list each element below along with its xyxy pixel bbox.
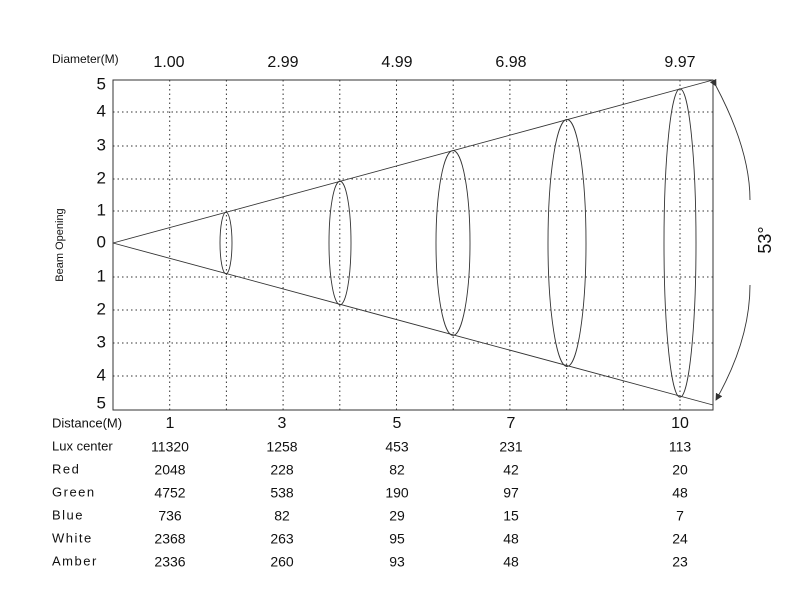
beam-section [663,88,697,398]
y-tick-label: 0 [97,232,106,251]
row-value: 82 [389,462,405,478]
row-label: Red [52,461,80,476]
diameter-value: 1.00 [153,54,184,71]
y-tick-label: 3 [97,332,106,351]
cone-edge [112,242,714,406]
row-value: 95 [389,531,405,547]
distance-value: 10 [671,415,689,432]
row-value: 48 [503,554,519,570]
row-value: 97 [503,485,519,501]
distance-value: 5 [393,415,402,432]
row-value: 24 [672,531,688,547]
beam-section [328,180,352,306]
row-value: 113 [669,439,692,455]
plot-frame [112,79,714,411]
y-tick-label: 2 [97,168,106,187]
y-tick-label: 4 [97,101,106,120]
row-value: 48 [672,485,688,501]
y-tick-label: 1 [97,200,106,219]
distance-label: Distance(M) [52,415,122,430]
diameter-label: Diameter(M) [52,52,119,66]
y-axis-label: Beam Opening [54,208,66,281]
diameter-value: 2.99 [267,54,298,71]
y-tick-label: 5 [97,74,106,93]
beam-section [219,211,233,275]
row-value: 48 [503,531,519,547]
row-value: 2368 [154,531,185,547]
y-tick-label: 1 [97,266,106,285]
beam-section [435,150,471,336]
row-value: 228 [270,462,294,478]
y-tick-label: 4 [97,365,106,384]
row-value: 538 [270,485,294,501]
row-value: 11320 [151,439,189,455]
row-label: Green [52,484,96,499]
beam-angle: 53° [755,226,775,253]
row-value: 42 [503,462,519,478]
row-value: 2336 [154,554,185,570]
row-label: Lux center [52,438,113,453]
y-tick-label: 2 [97,299,106,318]
row-value: 93 [389,554,405,570]
row-label: Amber [52,553,98,568]
row-label: Blue [52,507,84,522]
row-value: 260 [270,554,294,570]
distance-value: 3 [278,415,287,432]
distance-value: 7 [507,415,516,432]
row-label: White [52,530,93,545]
row-value: 4752 [154,485,185,501]
row-value: 7 [676,508,684,524]
row-value: 736 [158,508,182,524]
y-tick-label: 5 [97,393,106,412]
row-value: 263 [270,531,294,547]
beam-section [547,119,587,367]
row-value: 190 [385,485,409,501]
y-tick-label: 3 [97,135,106,154]
row-value: 1258 [266,439,297,455]
row-value: 453 [385,439,409,455]
row-value: 20 [672,462,688,478]
cone-edge [112,79,714,244]
row-value: 82 [274,508,290,524]
diameter-value: 4.99 [381,54,412,71]
row-value: 15 [503,508,519,524]
row-value: 231 [499,439,523,455]
row-value: 2048 [154,462,185,478]
distance-value: 1 [166,415,175,432]
row-value: 29 [389,508,405,524]
angle-arc [709,78,751,201]
diameter-value: 6.98 [495,54,526,71]
angle-arc [715,284,751,401]
diameter-value: 9.97 [664,54,695,71]
row-value: 23 [672,554,688,570]
